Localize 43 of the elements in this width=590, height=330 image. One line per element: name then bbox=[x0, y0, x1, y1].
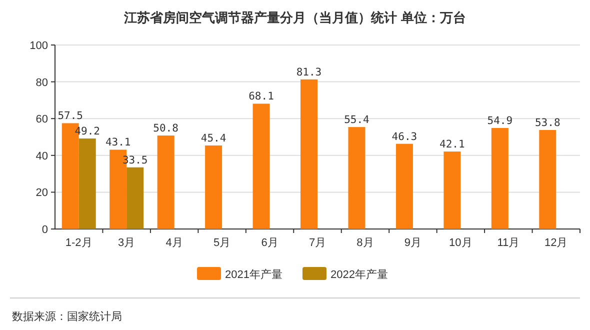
data-label: 68.1 bbox=[248, 90, 274, 103]
data-label: 42.1 bbox=[440, 138, 465, 151]
bar bbox=[348, 127, 366, 229]
bar bbox=[491, 128, 508, 229]
x-tick-label: 8月 bbox=[356, 237, 374, 249]
y-tick-label: 20 bbox=[36, 187, 48, 200]
source-note: 数据来源：国家统计局 bbox=[12, 310, 122, 323]
x-tick-label: 9月 bbox=[404, 237, 422, 249]
x-tick-label: 6月 bbox=[261, 237, 278, 249]
x-tick-label: 10月 bbox=[449, 237, 472, 249]
y-tick-label: 40 bbox=[36, 150, 48, 162]
legend-label: 2021年产量 bbox=[225, 268, 282, 281]
bar bbox=[157, 136, 174, 229]
bar bbox=[444, 152, 461, 229]
x-tick-label: 3月 bbox=[118, 237, 136, 249]
bar bbox=[252, 104, 270, 229]
x-tick-label: 5月 bbox=[213, 237, 231, 249]
x-tick-label: 7月 bbox=[308, 237, 326, 249]
x-tick-label: 12月 bbox=[544, 237, 568, 249]
bar bbox=[78, 138, 96, 229]
data-label: 53.8 bbox=[534, 117, 560, 130]
data-label: 45.4 bbox=[200, 132, 226, 144]
data-label: 81.3 bbox=[296, 66, 322, 78]
y-tick-label: 100 bbox=[30, 40, 48, 52]
y-tick-label: 60 bbox=[36, 114, 48, 126]
bar bbox=[539, 130, 556, 229]
bar bbox=[300, 79, 318, 229]
x-tick-label: 1-2月 bbox=[65, 237, 92, 249]
chart-title: 江苏省房间空气调节器产量分月（当月值）统计 单位：万台 bbox=[123, 10, 466, 25]
data-label: 43.1 bbox=[105, 136, 131, 149]
data-label: 57.5 bbox=[58, 110, 84, 122]
data-label: 46.3 bbox=[392, 130, 418, 143]
bar bbox=[396, 144, 413, 229]
bar bbox=[205, 145, 222, 229]
y-tick-label: 0 bbox=[42, 224, 48, 236]
legend-label: 2022年产量 bbox=[330, 268, 388, 281]
bar bbox=[126, 167, 144, 229]
data-label: 54.9 bbox=[487, 114, 513, 127]
x-tick-label: 11月 bbox=[497, 237, 520, 249]
x-tick-label: 4月 bbox=[166, 237, 183, 249]
data-label: 55.4 bbox=[344, 114, 370, 126]
y-tick-label: 80 bbox=[36, 76, 48, 89]
data-label: 50.8 bbox=[153, 122, 178, 135]
